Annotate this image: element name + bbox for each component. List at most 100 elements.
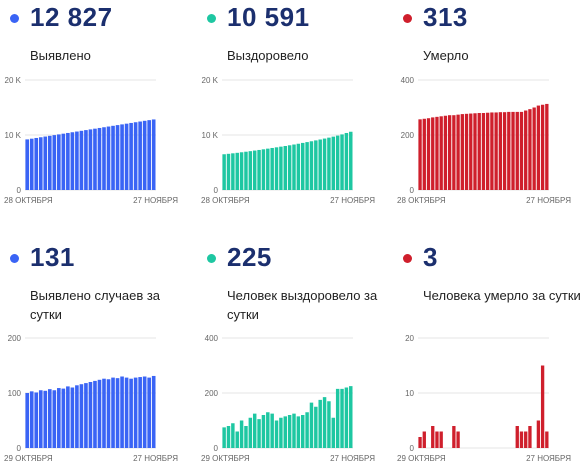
stat-label: Человек выздоровело за сутки: [227, 288, 378, 322]
bar: [138, 121, 142, 190]
bar: [477, 113, 481, 190]
bar: [301, 415, 305, 448]
bar: [57, 388, 61, 448]
stat-label: Выявлено: [30, 48, 91, 63]
bar: [66, 132, 70, 190]
bar-chart: 0 10 K 20 K 28 ОКТЯБРЯ 27 НОЯБРЯ: [4, 76, 178, 205]
bar: [111, 125, 115, 190]
bar: [111, 377, 115, 448]
stat-label: Выявлено случаев за сутки: [30, 288, 161, 322]
bar: [29, 391, 34, 448]
series-dot: [403, 14, 412, 23]
bar: [248, 417, 253, 448]
stat-label: Выздоровело: [227, 48, 309, 63]
stat-panel: 313 Умерло 0 200 400 28 ОКТЯБРЯ 27 НОЯБРЯ: [393, 0, 583, 235]
bar: [97, 127, 102, 190]
bar: [426, 118, 431, 190]
bar: [439, 116, 443, 190]
stat-value: 225: [227, 242, 272, 272]
bar: [43, 136, 48, 190]
bar: [47, 389, 52, 448]
bar: [133, 377, 138, 448]
bar: [331, 417, 336, 448]
bar: [296, 416, 301, 448]
bar: [226, 153, 231, 190]
bar: [120, 376, 124, 448]
bar: [270, 147, 274, 190]
bar: [473, 113, 477, 190]
bar: [439, 431, 443, 448]
bar: [142, 120, 147, 190]
bar: [151, 375, 156, 448]
bar: [88, 382, 93, 448]
bar: [314, 140, 318, 190]
bar: [283, 416, 287, 448]
bar: [452, 426, 456, 448]
bar: [335, 135, 340, 190]
bar: [540, 365, 545, 448]
bar: [340, 134, 344, 190]
series-dot: [207, 14, 216, 23]
bar: [536, 420, 541, 448]
stat-value: 313: [423, 2, 468, 32]
y-tick-label: 10: [405, 389, 414, 398]
bar: [460, 114, 464, 190]
bar: [70, 132, 75, 190]
bar: [239, 152, 244, 190]
bar: [519, 431, 524, 448]
bar: [331, 136, 336, 190]
bar: [456, 431, 460, 448]
bar: [435, 431, 439, 448]
bar: [79, 384, 84, 448]
bar: [25, 139, 30, 190]
y-tick-label: 0: [17, 444, 22, 453]
bar: [239, 420, 244, 448]
bar: [502, 112, 507, 190]
bar: [292, 144, 296, 190]
bar: [115, 378, 120, 448]
bar: [102, 378, 106, 448]
bar: [435, 116, 439, 190]
bar: [447, 115, 452, 190]
bar: [34, 137, 39, 190]
bar: [422, 118, 426, 190]
x-tick-label: 27 НОЯБРЯ: [526, 454, 571, 463]
x-tick-label: 27 НОЯБРЯ: [330, 454, 375, 463]
bar: [102, 127, 106, 190]
stat-label: Умерло: [423, 48, 469, 63]
x-tick-label: 27 НОЯБРЯ: [526, 196, 571, 205]
bar-chart: 0 10 20 29 ОКТЯБРЯ 27 НОЯБРЯ: [397, 334, 571, 463]
bar: [231, 153, 235, 190]
bar: [528, 426, 532, 448]
bar-chart: 0 200 400 29 ОКТЯБРЯ 27 НОЯБРЯ: [201, 334, 375, 463]
stat-value: 3: [423, 242, 438, 272]
bar: [266, 412, 270, 448]
bar-chart: 0 100 200 29 ОКТЯБРЯ 27 НОЯБРЯ: [4, 334, 178, 463]
bar: [481, 113, 486, 190]
y-tick-label: 0: [410, 186, 415, 195]
x-tick-label: 27 НОЯБРЯ: [133, 196, 178, 205]
bar: [309, 402, 314, 448]
x-tick-label: 28 ОКТЯБРЯ: [4, 196, 53, 205]
bar: [261, 415, 266, 448]
bar: [52, 390, 57, 448]
bar: [422, 431, 426, 448]
bar: [528, 109, 532, 190]
bar: [327, 137, 331, 190]
y-tick-label: 20 K: [202, 76, 219, 85]
bar: [88, 129, 93, 190]
bar: [498, 112, 503, 190]
stat-value: 131: [30, 242, 75, 272]
bar: [418, 437, 422, 448]
y-tick-label: 0: [410, 444, 415, 453]
bar: [34, 392, 39, 448]
bar: [266, 148, 270, 190]
bar: [490, 112, 494, 190]
bar-chart: 0 200 400 28 ОКТЯБРЯ 27 НОЯБРЯ: [397, 76, 571, 205]
bar: [349, 131, 353, 190]
stat-panel: 131 Выявлено случаев за сутки 0 100 200 29 ОК…: [0, 240, 190, 475]
stat-panel: 225 Человек выздоровело за сутки 0 200 400 29…: [197, 240, 387, 475]
bar: [252, 413, 257, 448]
series-dot: [10, 254, 19, 263]
bar: [93, 128, 97, 190]
